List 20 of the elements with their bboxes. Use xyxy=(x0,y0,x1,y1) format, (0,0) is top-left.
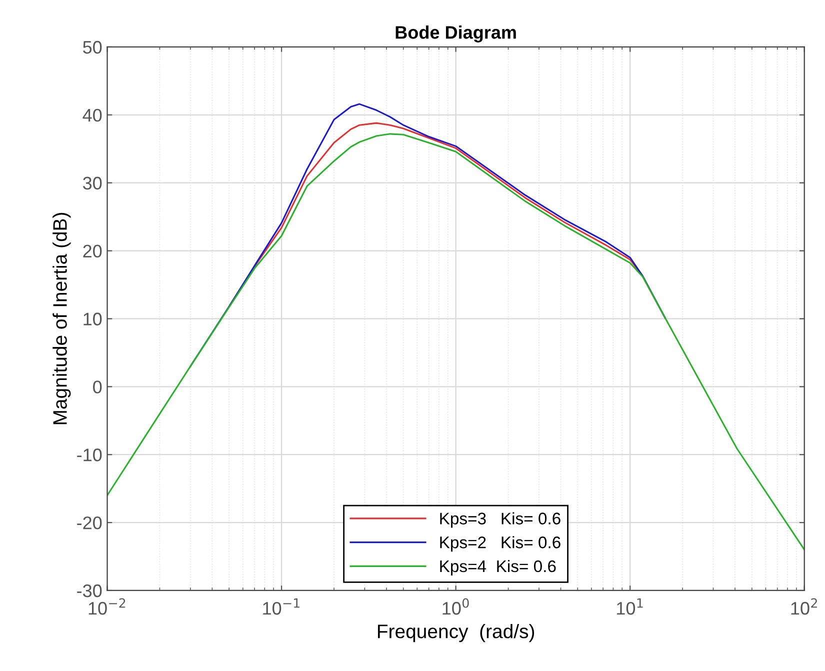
legend-label: Kps=2 Kis= 0.6 xyxy=(440,536,560,552)
y-tick-label: 50 xyxy=(83,40,102,54)
x-tick-label: 10$^{1}$ xyxy=(617,598,643,615)
y-tick-label: 40 xyxy=(82,108,102,122)
y-tick-label: 30 xyxy=(82,176,102,190)
y-tick-label: 10 xyxy=(84,312,102,326)
x-tick-label: 10$^{0}$ xyxy=(442,598,469,615)
y-tick-label: -30 xyxy=(77,584,102,598)
x-tick-label: 10$^{−1}$ xyxy=(263,598,300,615)
y-tick-label: -20 xyxy=(77,516,102,530)
legend-label: Kps=4 Kis= 0.6 xyxy=(440,560,556,576)
x-tick-label: 10$^{2}$ xyxy=(791,598,817,615)
y-axis-title: Magnitude of Inertia (dB) xyxy=(52,212,71,424)
x-tick-label: 10$^{−2}$ xyxy=(88,598,126,615)
legend-label: Kps=3 Kis= 0.6 xyxy=(440,512,560,528)
y-tick-label: -10 xyxy=(77,448,102,462)
x-axis-title: Frequency (rad/s) xyxy=(378,624,534,642)
y-tick-label: 20 xyxy=(83,244,102,258)
chart-title: Bode Diagram xyxy=(396,26,516,42)
y-tick-label: 0 xyxy=(93,380,102,394)
